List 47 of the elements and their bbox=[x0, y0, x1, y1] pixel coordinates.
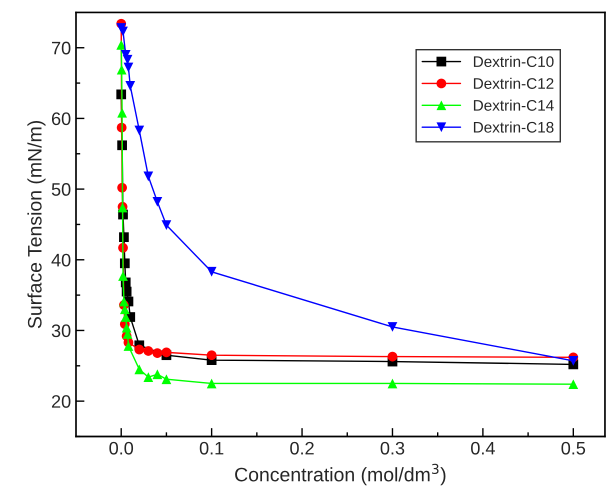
point bbox=[118, 271, 128, 281]
point bbox=[388, 352, 398, 362]
point bbox=[134, 126, 144, 136]
point bbox=[206, 266, 216, 277]
point bbox=[206, 350, 216, 360]
y-tick-label: 60 bbox=[52, 112, 70, 126]
point bbox=[568, 379, 578, 390]
x-tick-label: 0.4 bbox=[471, 442, 495, 455]
point bbox=[124, 62, 134, 72]
y-tick-label: 40 bbox=[51, 254, 70, 266]
x-tick-label: 0.3 bbox=[380, 442, 404, 455]
legend-label: Dextrin-C14 bbox=[474, 100, 554, 111]
point bbox=[125, 81, 136, 91]
point bbox=[116, 64, 127, 75]
y-tick-label: 70 bbox=[52, 42, 70, 54]
point bbox=[134, 344, 144, 354]
point bbox=[152, 348, 162, 358]
point bbox=[124, 341, 134, 351]
legend-label: Dextrin-C12 bbox=[474, 78, 554, 89]
point bbox=[152, 196, 162, 207]
point bbox=[162, 220, 172, 230]
point bbox=[152, 369, 162, 380]
point bbox=[388, 322, 398, 332]
point bbox=[118, 26, 128, 36]
y-tick-label: 30 bbox=[52, 324, 70, 338]
y-axis-title: Surface Tension (mN/m) bbox=[27, 121, 46, 328]
x-tick-label: 0.2 bbox=[290, 442, 314, 455]
x-tick-label: 0.5 bbox=[561, 442, 586, 455]
x-tick-label: 0.0 bbox=[109, 442, 134, 455]
point bbox=[143, 346, 154, 356]
legend-label: Dextrin-C10 bbox=[474, 56, 554, 68]
point bbox=[116, 40, 126, 50]
point bbox=[568, 356, 578, 366]
point bbox=[143, 372, 154, 382]
y-tick-label: 20 bbox=[52, 395, 70, 408]
point bbox=[206, 378, 216, 388]
y-tick-label: 50 bbox=[52, 183, 70, 196]
point bbox=[162, 348, 172, 358]
legend-label: Dextrin-C18 bbox=[474, 121, 554, 133]
x-axis-title: Concentration (mol/dm$^{3}$) bbox=[235, 464, 446, 486]
point bbox=[388, 378, 398, 388]
point bbox=[143, 172, 154, 182]
x-tick-label: 0.1 bbox=[200, 442, 224, 455]
point bbox=[162, 374, 172, 384]
point bbox=[119, 296, 129, 306]
point bbox=[117, 108, 127, 118]
point bbox=[134, 364, 144, 374]
